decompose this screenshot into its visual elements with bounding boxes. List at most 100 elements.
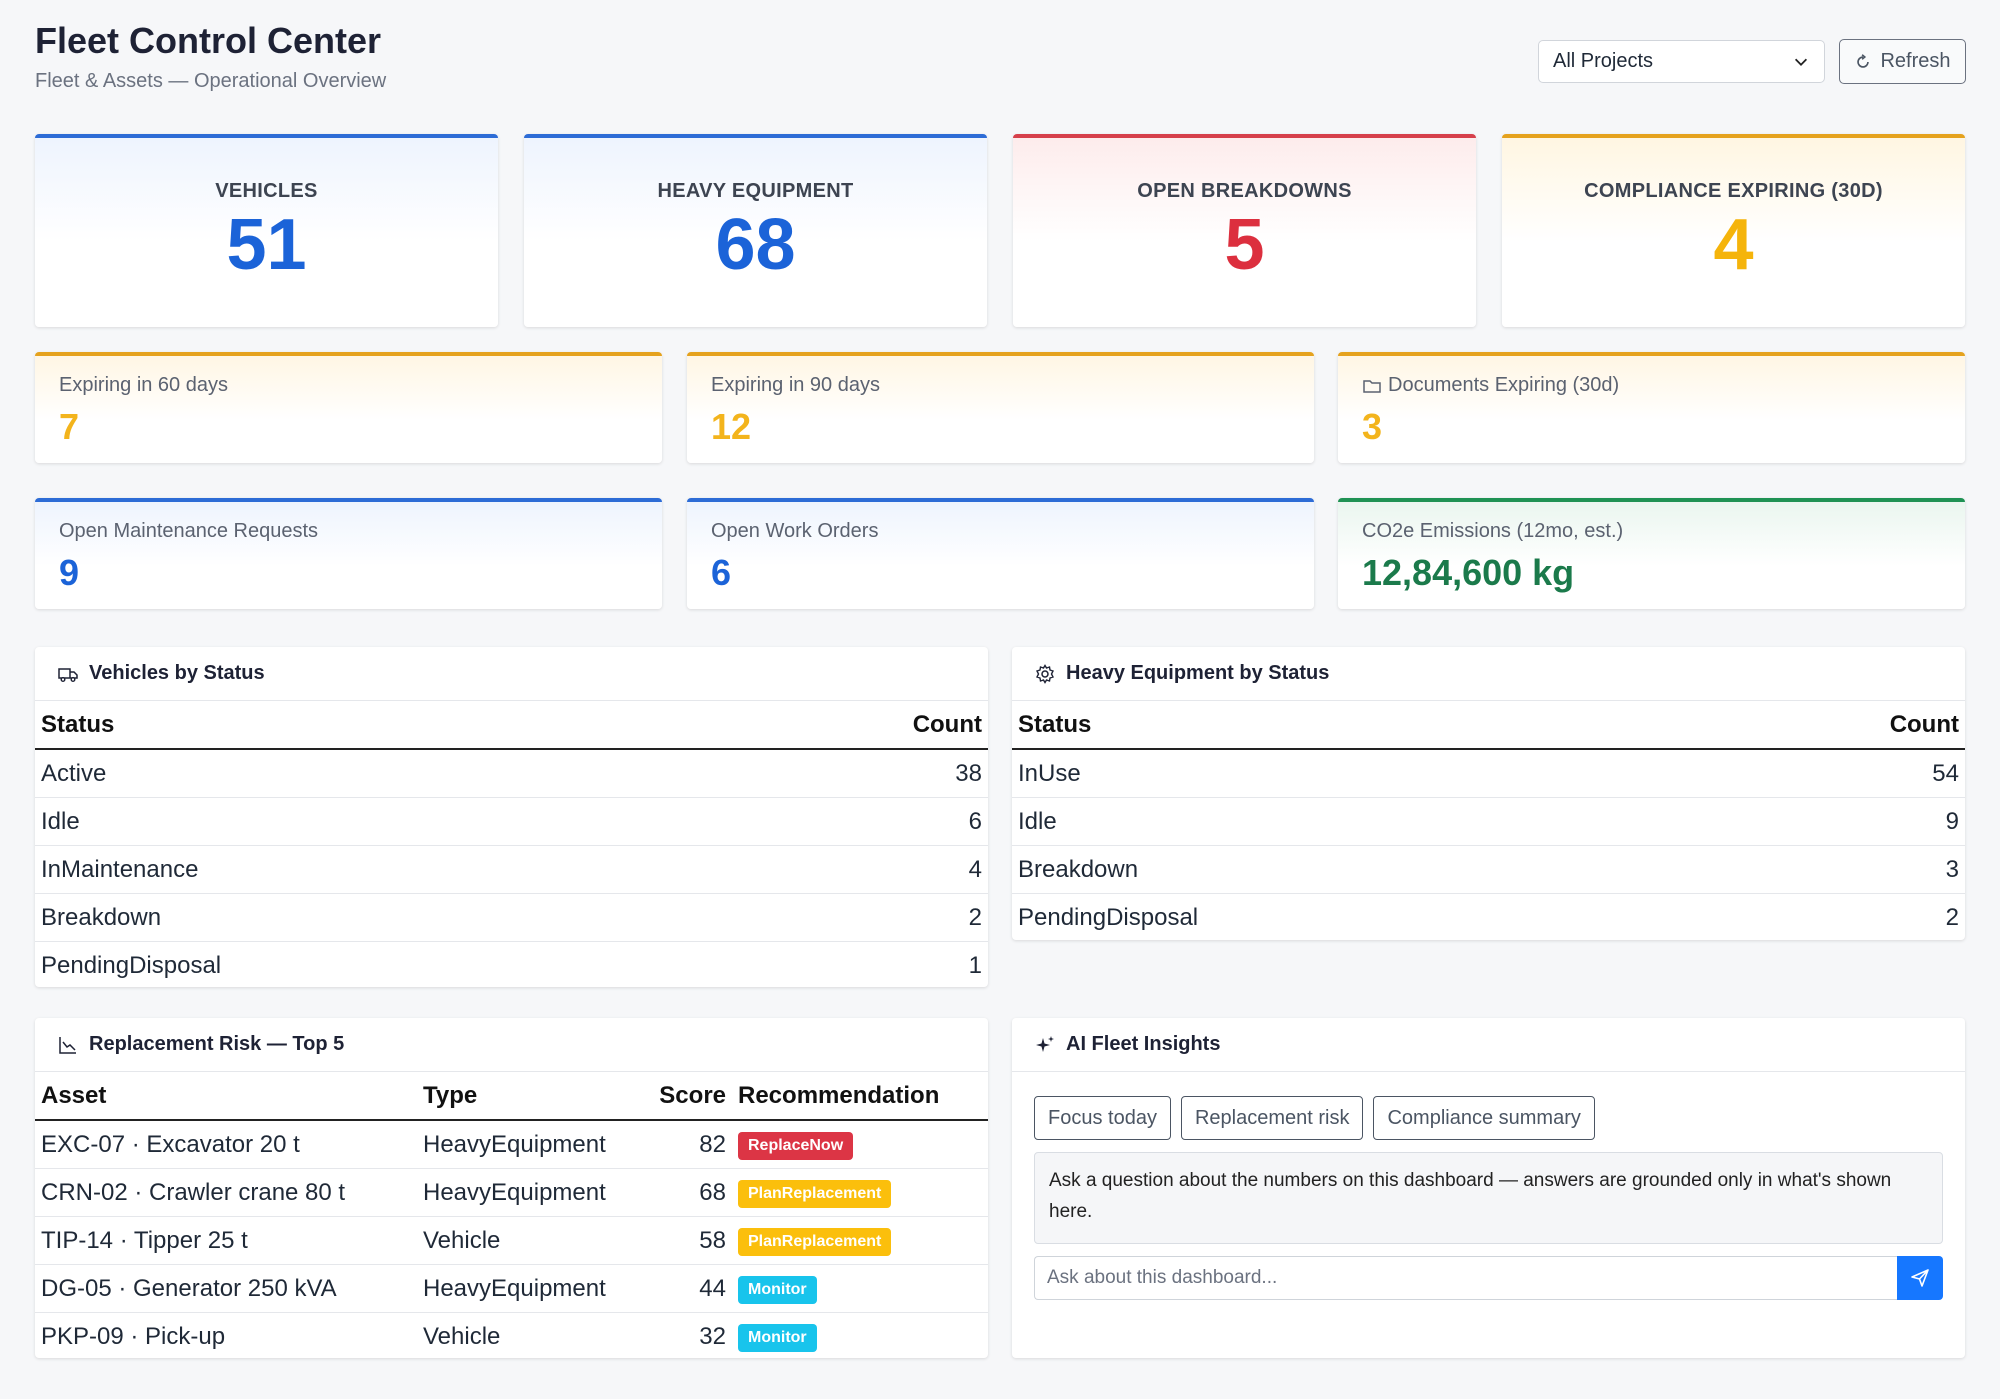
kpi-value: 4 bbox=[1713, 205, 1754, 285]
column-header: Count bbox=[1681, 701, 1965, 750]
asset-cell: EXC-07 · Excavator 20 t bbox=[35, 1120, 417, 1169]
ask-row bbox=[1034, 1256, 1943, 1300]
asset-cell: PKP-09 · Pick-up bbox=[41, 1322, 226, 1350]
column-header: Count bbox=[704, 701, 988, 750]
score-cell: 44 bbox=[652, 1264, 732, 1313]
stat-label: Documents Expiring (30d) bbox=[1388, 374, 1620, 396]
chip-focus-today[interactable]: Focus today bbox=[1034, 1096, 1171, 1140]
kpi-label: COMPLIANCE EXPIRING (30D) bbox=[1584, 180, 1883, 202]
status-cell: InMaintenance bbox=[35, 845, 705, 894]
score-cell: 68 bbox=[652, 1168, 732, 1217]
panel-title: Heavy Equipment by Status bbox=[1066, 662, 1330, 684]
panel-header: AI Fleet Insights bbox=[1012, 1018, 1965, 1072]
folder-icon bbox=[1363, 379, 1381, 393]
vehicles-status-table: Status Count Active 38 Idle 6 InMaintenanc… bbox=[35, 701, 988, 989]
replacement-risk-table: Asset Type Score Recommendation EXC-07 ·… bbox=[35, 1072, 988, 1360]
count-cell: 4 bbox=[704, 845, 988, 894]
status-cell: InUse bbox=[1012, 749, 1682, 798]
table-row: Idle 6 bbox=[35, 797, 988, 846]
score-cell: 58 bbox=[652, 1216, 732, 1265]
table-row: InUse 54 bbox=[1012, 749, 1965, 798]
recommendation-cell: PlanReplacement bbox=[732, 1168, 988, 1217]
stat-value: 6 bbox=[711, 552, 732, 593]
stat-open-work-orders: Open Work Orders 6 bbox=[687, 498, 1314, 609]
column-header: Status bbox=[35, 701, 705, 750]
status-cell: PendingDisposal bbox=[41, 951, 222, 979]
count-cell: 1 bbox=[968, 951, 982, 979]
refresh-button[interactable]: Refresh bbox=[1839, 39, 1966, 84]
kpi-label: VEHICLES bbox=[215, 180, 318, 202]
stat-label: Open Work Orders bbox=[711, 520, 879, 542]
truck-icon bbox=[58, 667, 78, 682]
table-row: Active 38 bbox=[35, 749, 988, 798]
table-row: TIP-14 · Tipper 25 t Vehicle 58 PlanRepl… bbox=[35, 1216, 988, 1265]
panel-header: Replacement Risk — Top 5 bbox=[35, 1018, 988, 1072]
type-cell: Vehicle bbox=[423, 1322, 501, 1350]
project-select-value: All Projects bbox=[1553, 50, 1654, 72]
table-header-row: Status Count bbox=[35, 701, 988, 750]
column-header: Asset bbox=[35, 1072, 417, 1121]
chip-replacement-risk[interactable]: Replacement risk bbox=[1180, 1096, 1364, 1140]
project-select[interactable]: All Projects bbox=[1538, 40, 1825, 83]
count-cell: 2 bbox=[704, 893, 988, 942]
stat-label: Expiring in 90 days bbox=[711, 374, 880, 396]
kpi-open-breakdowns: OPEN BREAKDOWNS 5 bbox=[1013, 134, 1476, 327]
chevron-down-icon bbox=[1794, 58, 1808, 66]
stat-label: CO2e Emissions (12mo, est.) bbox=[1362, 520, 1624, 542]
count-cell: 6 bbox=[704, 797, 988, 846]
asset-cell: TIP-14 · Tipper 25 t bbox=[35, 1216, 417, 1265]
table-row: PKP-09 · Pick-up Vehicle 32 Monitor bbox=[35, 1313, 988, 1361]
column-header: Status bbox=[1012, 701, 1682, 750]
ask-input[interactable] bbox=[1034, 1256, 1897, 1300]
table-row: PendingDisposal 2 bbox=[1012, 894, 1965, 942]
count-cell: 3 bbox=[1681, 845, 1965, 894]
count-cell: 38 bbox=[704, 749, 988, 798]
panel-title: AI Fleet Insights bbox=[1066, 1033, 1221, 1055]
count-cell: 54 bbox=[1681, 749, 1965, 798]
status-cell: PendingDisposal bbox=[1018, 903, 1199, 931]
kpi-value: 51 bbox=[226, 205, 307, 285]
page-title: Fleet Control Center bbox=[35, 20, 382, 61]
table-row: Breakdown 3 bbox=[1012, 845, 1965, 894]
kpi-compliance-expiring: COMPLIANCE EXPIRING (30D) 4 bbox=[1502, 134, 1965, 327]
status-cell: Breakdown bbox=[35, 893, 705, 942]
kpi-value: 68 bbox=[715, 205, 796, 285]
suggestion-chips: Focus today Replacement risk Compliance … bbox=[1012, 1072, 1965, 1140]
table-row: Breakdown 2 bbox=[35, 893, 988, 942]
column-header: Score bbox=[652, 1072, 732, 1121]
count-cell: 9 bbox=[1681, 797, 1965, 846]
table-row: CRN-02 · Crawler crane 80 t HeavyEquipme… bbox=[35, 1168, 988, 1217]
recommendation-cell: ReplaceNow bbox=[732, 1120, 988, 1169]
recommendation-badge: Monitor bbox=[738, 1276, 817, 1304]
stat-label: Open Maintenance Requests bbox=[59, 520, 319, 542]
type-cell: HeavyEquipment bbox=[417, 1120, 652, 1169]
stat-open-maintenance-requests: Open Maintenance Requests 9 bbox=[35, 498, 662, 609]
score-cell: 32 bbox=[699, 1322, 726, 1350]
asset-cell: CRN-02 · Crawler crane 80 t bbox=[35, 1168, 417, 1217]
refresh-icon bbox=[1857, 53, 1870, 68]
recommendation-badge: PlanReplacement bbox=[738, 1180, 892, 1208]
status-cell: Breakdown bbox=[1012, 845, 1682, 894]
status-cell: Idle bbox=[35, 797, 705, 846]
table-row: Idle 9 bbox=[1012, 797, 1965, 846]
stat-value: 12 bbox=[711, 406, 752, 447]
type-cell: HeavyEquipment bbox=[417, 1168, 652, 1217]
kpi-label: OPEN BREAKDOWNS bbox=[1137, 180, 1352, 202]
stat-co2e-emissions: CO2e Emissions (12mo, est.) 12,84,600 kg bbox=[1338, 498, 1965, 609]
replacement-risk-panel: Replacement Risk — Top 5 Asset Type Scor… bbox=[35, 1018, 988, 1358]
send-button[interactable] bbox=[1897, 1256, 1943, 1300]
recommendation-badge: ReplaceNow bbox=[738, 1132, 854, 1160]
chip-compliance-summary[interactable]: Compliance summary bbox=[1373, 1096, 1595, 1140]
stat-value: 9 bbox=[59, 552, 80, 593]
kpi-value: 5 bbox=[1224, 205, 1265, 285]
stat-value: 3 bbox=[1362, 406, 1383, 447]
recommendation-cell: Monitor bbox=[732, 1264, 988, 1313]
chart-down-icon bbox=[59, 1036, 76, 1054]
table-row: EXC-07 · Excavator 20 t HeavyEquipment 8… bbox=[35, 1120, 988, 1169]
status-cell: Active bbox=[35, 749, 705, 798]
type-cell: HeavyEquipment bbox=[417, 1264, 652, 1313]
insight-message: Ask a question about the numbers on this… bbox=[1034, 1152, 1943, 1244]
kpi-label: HEAVY EQUIPMENT bbox=[657, 180, 854, 202]
heavy-equipment-by-status-panel: Heavy Equipment by Status Status Count I… bbox=[1012, 647, 1965, 940]
column-header: Type bbox=[417, 1072, 652, 1121]
